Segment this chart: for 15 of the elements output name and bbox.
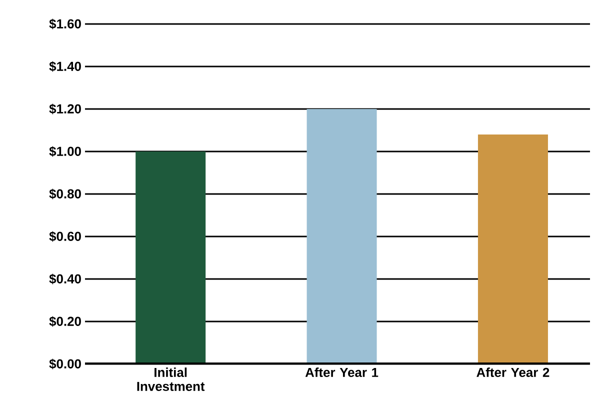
y-tick-label: $0.60 <box>49 231 81 242</box>
bar <box>306 108 377 364</box>
y-tick-label: $0.80 <box>49 188 81 200</box>
y-tick-label: $1.20 <box>49 104 81 114</box>
y-tick-label: $1.60 <box>49 18 81 30</box>
y-tick-label: $0.20 <box>49 316 81 327</box>
y-tick-label: $0.00 <box>49 358 81 370</box>
y-tick-label: $0.40 <box>49 274 81 284</box>
bar <box>478 134 548 364</box>
y-tick-label: $1.40 <box>49 61 81 72</box>
y-tick-label: $1.00 <box>49 146 81 157</box>
x-tick-label: After Year 2 <box>476 368 550 378</box>
bar <box>136 151 206 364</box>
x-tick-label: After Year 1 <box>305 368 378 378</box>
x-tick-label: Initial Investment <box>137 368 205 391</box>
